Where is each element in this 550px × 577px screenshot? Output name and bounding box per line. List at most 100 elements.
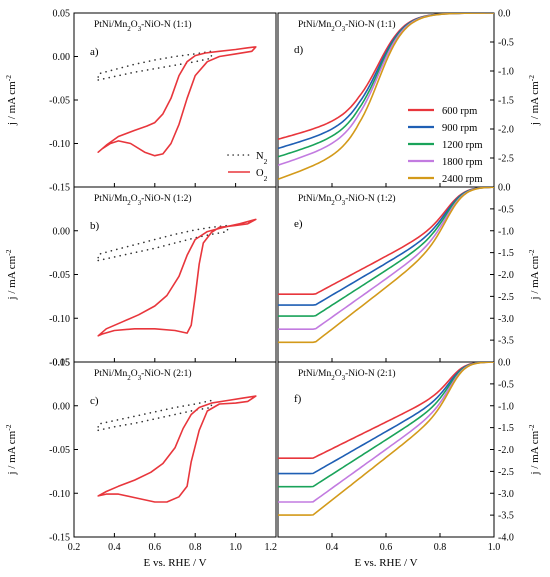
y-axis-title-right: j / mA cm-2 <box>527 424 542 475</box>
legend-lsv: 600 rpm 900 rpm 1200 rpm 1800 rpm 2400 rpm <box>408 106 483 185</box>
series-group <box>97 218 257 337</box>
y-tick-label: -0.15 <box>49 183 70 194</box>
y-tick-label: -1.5 <box>498 248 514 259</box>
panel-frame <box>73 186 277 363</box>
y-tick-label: -2.5 <box>498 154 514 165</box>
series-o2 <box>97 218 257 337</box>
series-o2 <box>97 46 257 157</box>
x-tick-label: 0.6 <box>149 542 162 553</box>
x-tick-label: 1.0 <box>229 542 242 553</box>
series-1200-rpm <box>278 362 494 488</box>
y-tick-label: -0.10 <box>49 314 70 325</box>
legend-label: 1800 rpm <box>442 157 483 168</box>
series-o2 <box>97 395 257 503</box>
legend-label: 2400 rpm <box>442 174 483 185</box>
panel-d: 0.0 -0.5 -1.0 -1.5 -2.0 -2.5 PtNi/Mn2O3-NiO-N … <box>277 9 514 188</box>
panel-title: PtNi/Mn2O3-NiO-N (1:2) <box>94 193 192 207</box>
series-group <box>278 13 494 180</box>
x-tick-label: 0.2 <box>68 542 81 553</box>
panel-c: 0.050.00-0.05-0.10-0.150.2 0.4 0.6 0.8 1.0 1.… <box>49 358 277 554</box>
panel-a: 0.05 0.00 -0.05 -0.10 -0.15 PtNi/Mn2O3-NiO-N … <box>49 9 277 194</box>
series-2400-rpm <box>278 187 494 344</box>
panel-f: 0.0 -0.5 -1.0 -1.5 -2.0 -2.5 -3.0 -3.5 -4.0 0.4 0.… <box>277 358 514 553</box>
legend-label: 900 rpm <box>442 123 477 134</box>
y-tick-label: 0.05 <box>53 9 71 20</box>
panel-letter: d) <box>294 44 304 56</box>
y-axis-title-left: j / mA cm-2 <box>4 249 19 300</box>
y-tick-label: -0.05 <box>49 270 70 281</box>
y-tick-label: -1.0 <box>498 67 514 78</box>
y-tick-label: -0.5 <box>498 204 514 215</box>
x-tick-label: 0.8 <box>189 542 202 553</box>
panel-letter: f) <box>294 393 302 405</box>
series-600-rpm <box>278 13 494 140</box>
y-axis-title-right: j / mA cm-2 <box>527 75 542 126</box>
y-tick-label: 0.00 <box>53 52 71 63</box>
series-1200-rpm <box>278 187 494 317</box>
y-tick-label: -0.10 <box>49 139 70 150</box>
panel-title: PtNi/Mn2O3-NiO-N (2:1) <box>94 368 192 382</box>
panel-title: PtNi/Mn2O3-NiO-N (1:1) <box>298 19 396 33</box>
y-tick-label: 0.0 <box>498 9 511 20</box>
series-group <box>278 362 494 516</box>
y-tick-label: -2.5 <box>498 467 514 478</box>
legend-label: O2 <box>256 168 268 183</box>
x-tick-label: 0.8 <box>434 542 447 553</box>
series-group <box>97 395 257 503</box>
y-tick-label: -0.05 <box>49 96 70 107</box>
y-axis-title-left: j / mA cm-2 <box>4 424 19 475</box>
panel-frame <box>277 186 495 363</box>
x-axis-title-right: E vs. RHE / V <box>354 557 417 569</box>
series-n2 <box>97 399 213 432</box>
y-tick-label: 0.0 <box>498 358 511 369</box>
series-group <box>278 187 494 344</box>
panel-letter: c) <box>90 395 99 407</box>
y-tick-label: -0.05 <box>49 445 70 456</box>
y-tick-label: -1.0 <box>498 401 514 412</box>
x-tick-label: 1.2 <box>265 542 278 553</box>
panel-letter: e) <box>294 218 303 230</box>
series-1200-rpm <box>278 13 494 158</box>
x-tick-label: 0.6 <box>380 542 393 553</box>
panel-letter: b) <box>90 220 100 232</box>
y-tick-label: -1.5 <box>498 423 514 434</box>
panel-frame <box>73 361 277 538</box>
panel-title: PtNi/Mn2O3-NiO-N (1:2) <box>298 193 396 207</box>
y-tick-label: -4.0 <box>498 533 514 544</box>
panel-title: PtNi/Mn2O3-NiO-N (2:1) <box>298 368 396 382</box>
series-group <box>97 46 257 157</box>
y-tick-label: -2.0 <box>498 270 514 281</box>
y-tick-label: -3.5 <box>498 511 514 522</box>
y-tick-label: -0.15 <box>49 533 70 544</box>
legend-label: 1200 rpm <box>442 140 483 151</box>
y-tick-label: -2.0 <box>498 445 514 456</box>
y-tick-label: -2.0 <box>498 125 514 136</box>
series-2400-rpm <box>278 362 494 516</box>
y-tick-label: -3.0 <box>498 489 514 500</box>
legend-label: 600 rpm <box>442 106 477 117</box>
y-tick-label: -1.5 <box>498 96 514 107</box>
x-axis-title-left: E vs. RHE / V <box>143 557 206 569</box>
y-tick-label: -0.15 <box>49 358 70 369</box>
series-1800-rpm <box>278 187 494 330</box>
panel-frame <box>73 12 277 188</box>
y-tick-label: -1.0 <box>498 226 514 237</box>
x-tick-label: 1.0 <box>488 542 501 553</box>
series-n2 <box>97 224 229 262</box>
plot-layer: 0.05 0.00 -0.05 -0.10 -0.15 PtNi/Mn2O3-NiO-N … <box>4 9 542 570</box>
series-2400-rpm <box>278 13 494 180</box>
panel-e: 0.0 -0.5 -1.0 -1.5 -2.0 -2.5 -3.0 -3.5 PtNi/Mn2O… <box>277 183 514 363</box>
y-axis-title-left: j / mA cm-2 <box>4 75 19 126</box>
y-tick-label: -0.5 <box>498 379 514 390</box>
panel-letter: a) <box>90 46 99 58</box>
series-n2 <box>97 50 213 81</box>
y-axis-title-right: j / mA cm-2 <box>527 249 542 300</box>
x-tick-label: 0.4 <box>108 542 121 553</box>
y-tick-label: -0.10 <box>49 489 70 500</box>
x-tick-label: 0.4 <box>326 542 339 553</box>
y-tick-label: 0.0 <box>498 183 511 194</box>
legend-label: N2 <box>256 151 268 166</box>
y-tick-label: -3.5 <box>498 336 514 347</box>
series-900-rpm <box>278 362 494 475</box>
